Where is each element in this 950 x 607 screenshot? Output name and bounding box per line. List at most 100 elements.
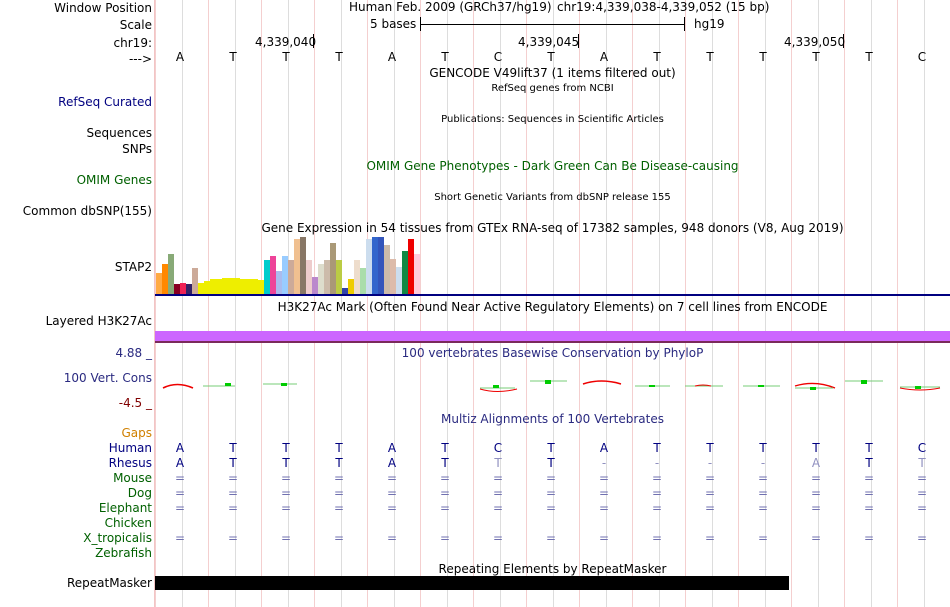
gtex-tissue-bar[interactable] <box>306 260 312 294</box>
gtex-tissue-bar[interactable] <box>366 239 372 294</box>
omim-track-title[interactable]: OMIM Gene Phenotypes - Dark Green Can Be… <box>366 159 739 173</box>
alignment-base: - <box>601 456 607 470</box>
cons-max-label: 4.88 _ <box>115 346 152 360</box>
phylop-graph[interactable] <box>155 374 950 396</box>
gtex-tissue-bar[interactable] <box>264 260 270 294</box>
gtex-tissue-bar[interactable] <box>396 267 402 294</box>
gtex-tissue-bar[interactable] <box>384 245 390 294</box>
gtex-tissue-bar[interactable] <box>324 260 330 294</box>
snps-track-label[interactable]: SNPs <box>122 142 152 156</box>
gtex-tissue-bar[interactable] <box>222 278 228 294</box>
gtex-tissue-bar[interactable] <box>294 239 300 294</box>
gtex-tissue-bar[interactable] <box>246 279 252 294</box>
alignment-base: = <box>386 471 398 485</box>
gtex-tissue-bar[interactable] <box>282 256 288 294</box>
h3k27ac-track-title[interactable]: H3K27Ac Mark (Often Found Near Active Re… <box>277 300 828 314</box>
alignment-base: = <box>174 531 186 545</box>
gtex-tissue-bar[interactable] <box>300 237 306 294</box>
gtex-tissue-bar[interactable] <box>216 279 222 294</box>
refseq-track-title[interactable]: RefSeq genes from NCBI <box>491 83 614 94</box>
gtex-bar-chart[interactable] <box>155 237 535 294</box>
species-label[interactable]: Mouse <box>113 471 152 485</box>
gtex-tissue-bar[interactable] <box>174 284 180 294</box>
gtex-tissue-bar[interactable] <box>180 283 186 294</box>
repeatmasker-track-label[interactable]: RepeatMasker <box>66 576 152 590</box>
browser-image-pane[interactable]: Human Feb. 2009 (GRCh37/hg19) chr19:4,33… <box>155 0 950 607</box>
repeat-element-block[interactable] <box>155 576 789 590</box>
h3k27ac-track-label[interactable]: Layered H3K27Ac <box>45 314 152 328</box>
gtex-tissue-bar[interactable] <box>198 283 204 294</box>
sequences-track-label[interactable]: Sequences <box>86 126 152 140</box>
dbsnp-track-title[interactable]: Short Genetic Variants from dbSNP releas… <box>434 192 671 203</box>
gtex-tissue-bar[interactable] <box>192 268 198 294</box>
gtex-tissue-bar[interactable] <box>258 280 264 294</box>
multiz-track-title[interactable]: Multiz Alignments of 100 Vertebrates <box>440 412 665 426</box>
gene-label-stap2[interactable]: STAP2 <box>114 260 152 274</box>
gtex-tissue-bar[interactable] <box>336 260 342 294</box>
publications-track-title[interactable]: Publications: Sequences in Scientific Ar… <box>441 114 664 125</box>
scale-bar <box>420 24 685 25</box>
gtex-tissue-bar[interactable] <box>390 259 396 294</box>
phylop-track-title[interactable]: 100 vertebrates Basewise Conservation by… <box>401 346 704 360</box>
gtex-tissue-bar[interactable] <box>252 279 258 294</box>
species-label[interactable]: Rhesus <box>108 456 152 470</box>
gtex-tissue-bar[interactable] <box>228 278 234 294</box>
gtex-tissue-bar[interactable] <box>168 254 174 294</box>
alignment-base: = <box>704 471 716 485</box>
gtex-tissue-bar[interactable] <box>210 279 216 294</box>
refseq-track-label[interactable]: RefSeq Curated <box>58 95 152 109</box>
gtex-tissue-bar[interactable] <box>276 271 282 294</box>
alignment-base: = <box>333 471 345 485</box>
gtex-tissue-bar[interactable] <box>330 243 336 294</box>
species-label[interactable]: Elephant <box>98 501 152 515</box>
gtex-tissue-bar[interactable] <box>234 278 240 294</box>
gtex-tissue-bar[interactable] <box>354 260 360 294</box>
gtex-tissue-bar[interactable] <box>378 237 384 294</box>
dbsnp-track-label[interactable]: Common dbSNP(155) <box>22 204 152 218</box>
gtex-tissue-bar[interactable] <box>288 260 294 294</box>
gtex-baseline <box>155 294 950 296</box>
repeatmasker-track-title[interactable]: Repeating Elements by RepeatMasker <box>438 562 667 576</box>
omim-track-label[interactable]: OMIM Genes <box>76 173 152 187</box>
gtex-track-title[interactable]: Gene Expression in 54 tissues from GTEx … <box>261 221 844 235</box>
grid-line <box>605 0 607 607</box>
gtex-tissue-bar[interactable] <box>312 277 318 294</box>
gtex-tissue-bar[interactable] <box>342 288 348 294</box>
species-label[interactable]: X_tropicalis <box>83 531 152 545</box>
gtex-tissue-bar[interactable] <box>186 284 192 294</box>
gtex-tissue-bar[interactable] <box>156 273 162 294</box>
alignment-base: = <box>704 531 716 545</box>
alignment-base: = <box>492 471 504 485</box>
alignment-base: = <box>333 486 345 500</box>
alignment-base: A <box>175 441 185 455</box>
gencode-track-title[interactable]: GENCODE V49lift37 (1 items filtered out) <box>429 66 676 80</box>
gtex-tissue-bar[interactable] <box>408 239 414 294</box>
grid-line <box>685 0 686 607</box>
species-label[interactable]: Human <box>108 441 152 455</box>
grid-line <box>526 0 527 607</box>
gtex-tissue-bar[interactable] <box>360 268 366 294</box>
gtex-tissue-bar[interactable] <box>372 237 378 294</box>
cons-track-label[interactable]: 100 Vert. Cons <box>63 371 152 385</box>
species-label[interactable]: Chicken <box>104 516 152 530</box>
gtex-tissue-bar[interactable] <box>402 251 408 294</box>
gtex-tissue-bar[interactable] <box>162 264 168 294</box>
strand-toggle[interactable]: ---> <box>128 52 152 66</box>
species-label[interactable]: Zebrafish <box>95 546 152 560</box>
h3k27ac-signal-bar[interactable] <box>155 331 950 341</box>
alignment-base: = <box>651 471 663 485</box>
alignment-base: T <box>282 441 290 455</box>
gtex-tissue-bar[interactable] <box>204 281 210 294</box>
species-label[interactable]: Dog <box>127 486 152 500</box>
grid-line <box>155 0 156 607</box>
gtex-tissue-bar[interactable] <box>270 256 276 294</box>
gtex-tissue-bar[interactable] <box>240 279 246 294</box>
alignment-base: = <box>386 486 398 500</box>
alignment-base: = <box>545 471 557 485</box>
gtex-tissue-bar[interactable] <box>318 264 324 294</box>
grid-line <box>393 0 395 607</box>
gtex-tissue-bar[interactable] <box>348 279 354 294</box>
alignment-base: = <box>280 471 292 485</box>
base-letter: T <box>441 50 449 64</box>
gtex-tissue-bar[interactable] <box>414 254 420 294</box>
